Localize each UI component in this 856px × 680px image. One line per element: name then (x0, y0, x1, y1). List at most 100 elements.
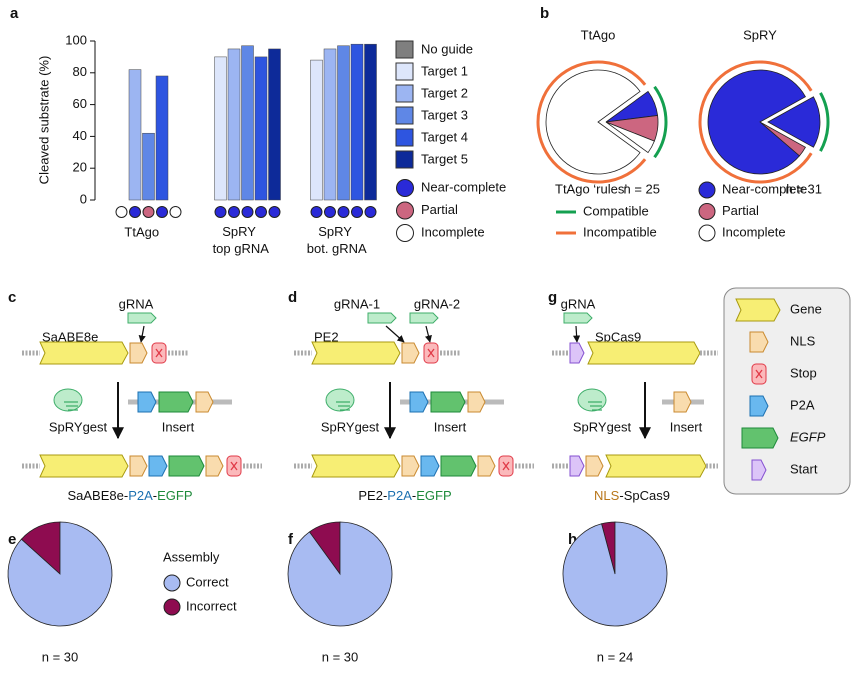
legend-label: NLS (790, 333, 816, 348)
grna-label: gRNA (119, 296, 154, 311)
legend-label: Incomplete (421, 224, 485, 239)
nls (401, 455, 420, 477)
part: EGFP (416, 488, 451, 503)
panel-letter: b (540, 5, 549, 22)
outcome-marker (169, 206, 182, 218)
outcome-marker (228, 206, 240, 218)
enzyme-detail (336, 401, 350, 411)
outcome-marker (156, 206, 168, 218)
legend-label: Partial (722, 203, 759, 218)
nls (673, 391, 692, 413)
part: - (124, 488, 128, 503)
bar (128, 69, 142, 201)
egfp (440, 455, 477, 477)
insert-label: Insert (162, 419, 195, 434)
legend-label: Target 5 (421, 151, 468, 166)
pie-slice (287, 521, 393, 627)
legend-label: Incompatible (583, 224, 657, 239)
outcome-marker (241, 206, 254, 218)
gene (311, 454, 401, 478)
enzyme-label: SpRYgest (49, 419, 108, 434)
bar (364, 43, 377, 201)
stop-x (502, 461, 510, 471)
pie-slice (605, 121, 655, 154)
panel-letter: d (288, 289, 297, 306)
grna (409, 312, 439, 324)
gene-label: SaABE8e (42, 329, 98, 344)
bar (350, 43, 364, 201)
pie-title: SpRY (743, 27, 777, 42)
x-tick-label: SpRY bot. gRNA (307, 224, 367, 256)
gene (605, 454, 707, 478)
bar (254, 56, 268, 201)
legend-label: No guide (421, 41, 473, 56)
n-label: n = 25 (623, 181, 660, 196)
legend-title: TtAgo ‘rules’ (555, 181, 627, 196)
insert-label: Insert (434, 419, 467, 434)
legend-swatch (395, 62, 414, 81)
arrow (424, 325, 432, 343)
stop-x (230, 461, 238, 471)
stop-x (427, 348, 435, 358)
legend-marker (396, 201, 414, 220)
pie-title: TtAgo (581, 27, 616, 42)
n-label: n = 31 (785, 181, 822, 196)
grna-label: gRNA-1 (334, 296, 380, 311)
legend-label: Target 2 (421, 85, 468, 100)
outcome-marker (364, 206, 377, 218)
y-tick-label: 100 (65, 32, 87, 47)
part: - (383, 488, 387, 503)
grna-label: gRNA-2 (414, 296, 460, 311)
grna (367, 312, 397, 324)
panel-letter: h (568, 531, 577, 548)
legend-marker (163, 598, 181, 616)
product-label: SaABE8e-P2A-EGFP (67, 488, 192, 503)
legend-label: Gene (790, 301, 822, 316)
nls (195, 391, 214, 413)
egfp (741, 427, 779, 449)
start (751, 459, 767, 481)
enzyme-icon (53, 388, 83, 412)
p2a (409, 391, 429, 413)
rule-arc (819, 92, 830, 152)
enzyme-icon (325, 388, 355, 412)
legend-marker (698, 224, 716, 242)
egfp (430, 391, 466, 413)
legend-label: P2A (790, 397, 815, 412)
legend-label: Target 3 (421, 107, 468, 122)
start (569, 342, 585, 364)
nls (205, 455, 224, 477)
pie-slice (707, 69, 807, 175)
line: top gRNA (213, 241, 270, 256)
nls (401, 342, 420, 364)
legend-label: Stop (790, 365, 817, 380)
legend-marker (163, 574, 181, 592)
legend-marker (698, 181, 716, 199)
pie-slice (767, 96, 821, 148)
panel-letter: g (548, 289, 557, 306)
part: P2A (128, 488, 153, 503)
product-label: NLS-SpCas9 (594, 488, 670, 503)
enzyme-label: SpRYgest (573, 419, 632, 434)
outcome-marker (310, 206, 323, 218)
part: EGFP (157, 488, 192, 503)
y-axis-label: Cleaved substrate (%) (36, 56, 51, 185)
part: - (412, 488, 416, 503)
n-label: n = 30 (42, 649, 79, 664)
bar (268, 48, 281, 201)
line: bot. gRNA (307, 241, 367, 256)
stop-x (755, 369, 763, 379)
x-tick-label: TtAgo (124, 224, 159, 239)
arrow (385, 325, 405, 343)
legend-swatch (395, 40, 414, 59)
bar (155, 75, 169, 201)
pie-slice (562, 521, 668, 627)
gene (39, 341, 129, 365)
nls (749, 331, 769, 353)
legend-label: Near-complete (421, 179, 506, 194)
legend-swatch (395, 106, 414, 125)
legend-swatch (395, 84, 414, 103)
bar (323, 48, 337, 201)
outcome-marker (255, 206, 267, 218)
